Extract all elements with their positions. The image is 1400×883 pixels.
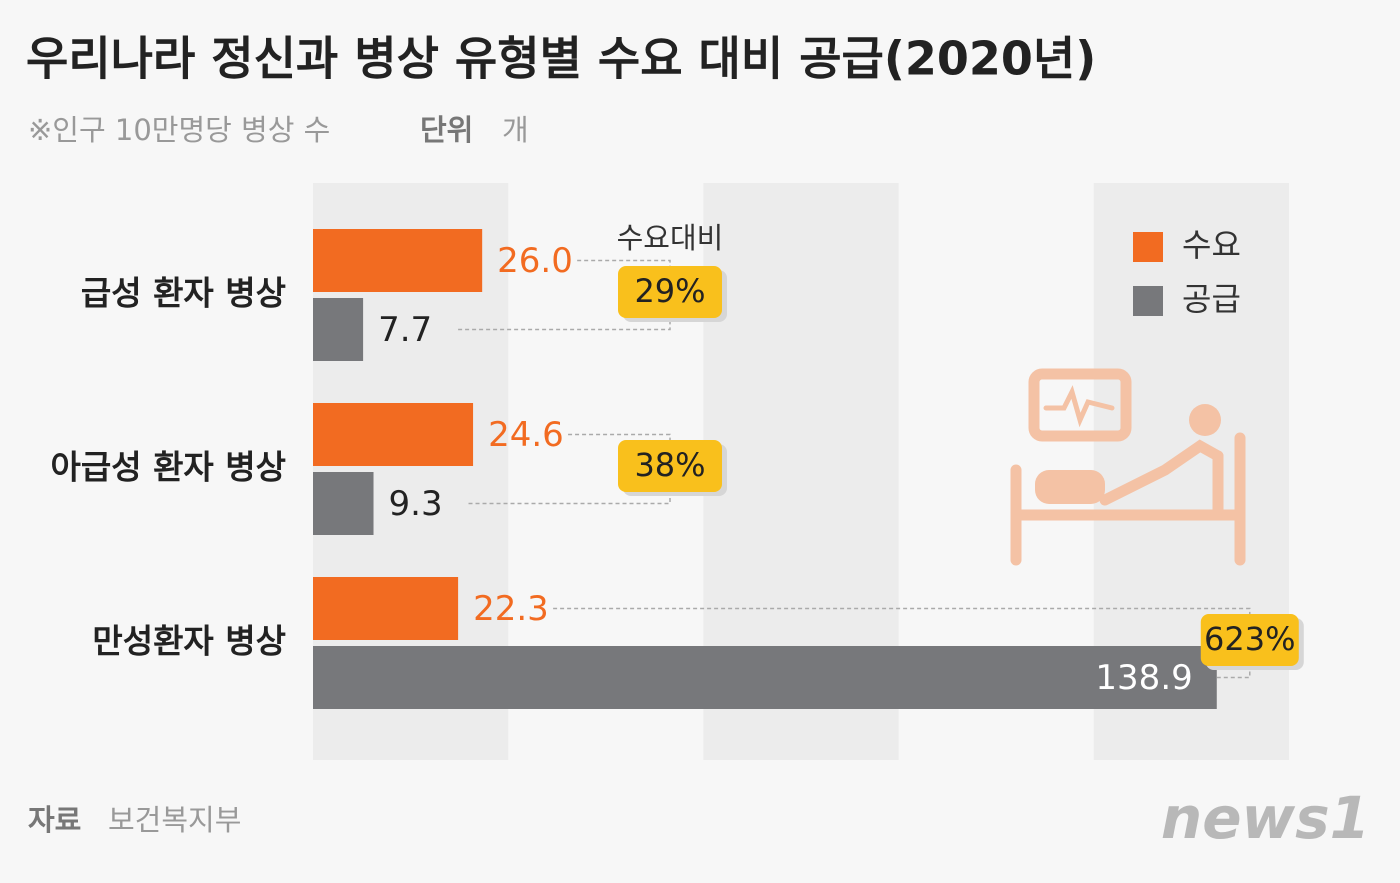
value-label: 7.7 [378,310,432,350]
ratio-label: 623% [1204,620,1295,658]
bar [313,403,474,466]
ratio-badge [1200,614,1299,666]
category-label: 만성환자 병상 [92,622,286,661]
category-label: 급성 환자 병상 [81,274,286,313]
value-label: 26.0 [497,241,573,281]
logo: news1 [1161,784,1370,852]
legend-swatch [1133,232,1163,262]
ratio-badge [618,266,722,318]
subtitle: ※인구 10만명당 병상 수 [28,113,330,147]
category-label: 아급성 환자 병상 [51,448,287,487]
bed-icon [1010,368,1246,566]
unit-label: 단위 [420,113,473,147]
bar [313,472,374,535]
legend-label: 공급 [1182,280,1241,318]
source: 보건복지부 [108,803,241,837]
source-label: 자료 [28,803,81,837]
bar [313,298,364,361]
connector [568,433,671,469]
value-label: 138.9 [1095,658,1192,698]
bar [313,577,459,640]
ratio-header: 수요대비 [617,221,724,255]
ratio-label: 38% [634,446,705,484]
legend-swatch [1133,286,1163,316]
value-label: 9.3 [389,484,443,524]
connector [553,607,1251,643]
ratio-badge [618,440,722,492]
chart-title: 우리나라 정신과 병상 유형별 수요 대비 공급(2020년) [26,32,1096,86]
bar [313,646,1217,709]
unit: 개 [502,113,529,147]
bar [313,229,483,292]
legend-label: 수요 [1182,226,1241,264]
value-label: 24.6 [488,415,564,455]
value-label: 22.3 [473,589,549,629]
ratio-label: 29% [634,272,705,310]
